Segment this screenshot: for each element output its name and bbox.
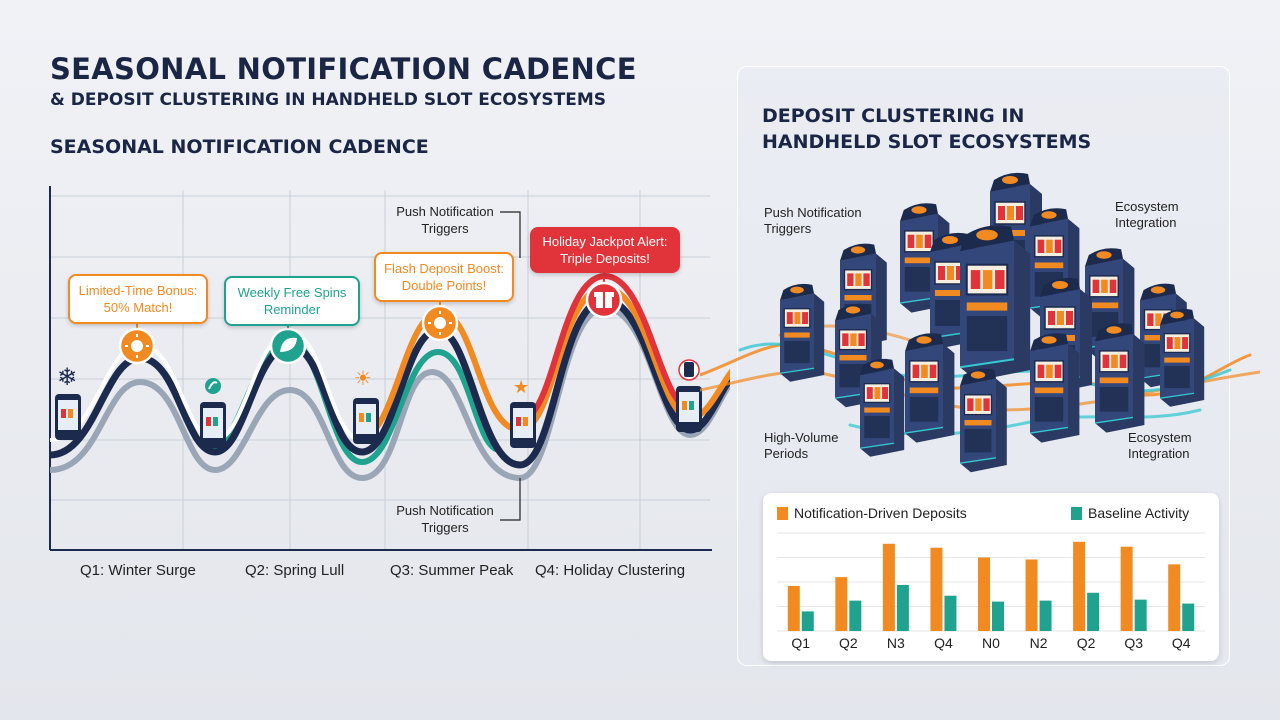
quarter-label-q1: Q1: Winter Surge xyxy=(80,562,196,579)
bar-notification-driven xyxy=(1168,564,1181,631)
panel-callout-ecosystem-top: Ecosystem Integration xyxy=(1115,199,1179,230)
panel-callout-high-volume: High-Volume Periods xyxy=(764,430,839,461)
leaf-icon xyxy=(205,378,221,394)
quarter-label-q4: Q4: Holiday Clustering xyxy=(535,562,686,579)
panel-title: DEPOSIT CLUSTERING IN HANDHELD SLOT ECOS… xyxy=(762,105,1092,153)
bar-notification-driven xyxy=(1120,546,1133,631)
push-notification-callout-bottom: Push Notification Triggers xyxy=(396,503,494,535)
subtitle: & DEPOSIT CLUSTERING IN HANDHELD SLOT EC… xyxy=(50,90,606,110)
seasonal-wave-diagram: ❄ ☀ ★ xyxy=(49,186,730,551)
bar-notification-driven xyxy=(882,543,895,631)
section-title: SEASONAL NOTIFICATION CADENCE xyxy=(50,136,429,158)
gift-icon xyxy=(585,268,623,319)
slot-machine-icon xyxy=(1094,323,1145,433)
deposit-bar-chart-card: Notification-Driven Deposits Baseline Ac… xyxy=(763,493,1219,661)
bubble-flash-deposit-boost: Flash Deposit Boost: Double Points! xyxy=(374,252,514,302)
slot-machine-icon xyxy=(959,368,1007,473)
phone-icon xyxy=(55,394,81,440)
sun-icon xyxy=(118,320,156,365)
bar-notification-driven xyxy=(1025,559,1038,631)
panel-callout-push: Push Notification Triggers xyxy=(764,205,862,236)
slot-machine-icon xyxy=(904,333,955,443)
bubble-holiday-jackpot-alert: Holiday Jackpot Alert: Triple Deposits! xyxy=(530,227,680,273)
quarter-label-q3: Q3: Summer Peak xyxy=(390,562,514,579)
bar-baseline xyxy=(1182,603,1195,631)
legend-notification-driven: Notification-Driven Deposits xyxy=(777,505,967,521)
bar-category-label: N2 xyxy=(1030,635,1048,651)
phone-icon xyxy=(678,359,700,381)
bar-category-label: Q4 xyxy=(1172,635,1191,651)
callout-connector-bottom xyxy=(500,478,521,521)
bar-category-label: Q2 xyxy=(839,635,858,651)
legend-baseline: Baseline Activity xyxy=(1071,505,1189,521)
legend-label-baseline: Baseline Activity xyxy=(1088,505,1190,521)
wave-gray xyxy=(49,304,730,482)
slot-machine-icon xyxy=(1159,308,1205,407)
phone-icon xyxy=(510,402,536,448)
bubble-limited-time-bonus: Limited-Time Bonus: 50% Match! xyxy=(68,274,208,324)
quarter-label-q2: Q2: Spring Lull xyxy=(245,562,345,579)
main-title: SEASONAL NOTIFICATION CADENCE xyxy=(50,52,637,86)
bar-category-label: Q2 xyxy=(1077,635,1096,651)
bubble-weekly-free-spins: Weekly Free Spins Reminder xyxy=(224,276,360,326)
slot-machine-icon xyxy=(859,358,905,457)
star-icon: ★ xyxy=(513,377,529,398)
bar-category-label: N3 xyxy=(887,635,905,651)
phone-icon xyxy=(200,402,226,448)
bar-baseline xyxy=(1134,599,1147,631)
bar-notification-driven xyxy=(1073,541,1086,631)
legend-swatch-orange xyxy=(777,507,788,520)
slot-machine-group xyxy=(779,172,1205,473)
bar-baseline xyxy=(1087,592,1100,631)
bar-chart: Q1 Q2 N3 Q4 N0 N2 Q2 Q3 Q4 xyxy=(777,532,1205,651)
phone-icon xyxy=(676,386,702,432)
callout-connector-top xyxy=(500,211,521,258)
bar-baseline xyxy=(1039,600,1052,631)
bar-notification-driven xyxy=(930,547,943,631)
bar-baseline xyxy=(849,600,862,631)
snowflake-icon: ❄ xyxy=(57,363,77,391)
legend-swatch-teal xyxy=(1071,507,1082,520)
slot-machine-icon xyxy=(959,225,1031,381)
legend-label-notification-driven: Notification-Driven Deposits xyxy=(794,505,967,521)
bar-baseline xyxy=(801,611,814,631)
bar-category-label: N0 xyxy=(982,635,1000,651)
bar-baseline xyxy=(944,595,957,631)
bar-baseline xyxy=(992,601,1004,631)
bar-category-label: Q1 xyxy=(791,635,810,651)
leaf-icon xyxy=(269,315,307,365)
phone-icon xyxy=(353,398,379,444)
panel-callout-ecosystem-bottom: Ecosystem Integration xyxy=(1128,430,1192,461)
sun-icon: ☀ xyxy=(354,366,372,390)
bar-notification-driven xyxy=(978,557,990,631)
push-notification-callout-top: Push Notification Triggers xyxy=(396,204,494,236)
bar-baseline xyxy=(896,584,909,631)
bar-notification-driven xyxy=(835,577,848,631)
slot-machine-icon xyxy=(779,283,825,382)
bar-category-label: Q4 xyxy=(934,635,953,651)
bar-notification-driven xyxy=(787,585,800,631)
wave-navy xyxy=(49,296,730,469)
bar-category-label: Q3 xyxy=(1124,635,1143,651)
slot-machine-icon xyxy=(1029,333,1080,443)
